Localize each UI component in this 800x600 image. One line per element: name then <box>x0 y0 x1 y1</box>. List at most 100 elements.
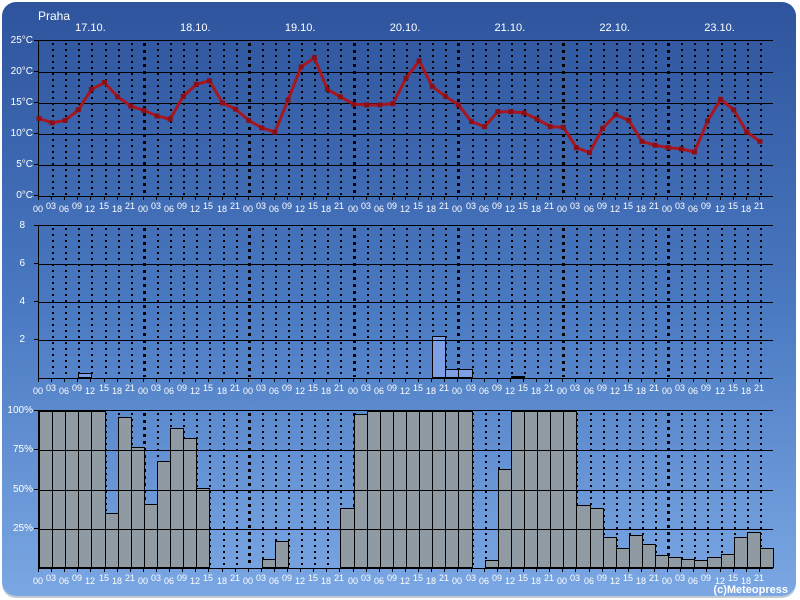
x-axis-tick <box>471 568 472 572</box>
x-axis-tick <box>182 196 183 200</box>
temperature-point <box>678 146 684 152</box>
cloudiness-bar <box>655 555 669 568</box>
hour-label: 00 <box>661 204 672 214</box>
x-axis-tick <box>733 196 734 200</box>
hour-label: 06 <box>58 204 69 214</box>
hour-label: 15 <box>517 201 528 211</box>
x-axis-tick <box>274 568 275 572</box>
cloudiness-bar <box>576 505 591 568</box>
hour-label: 03 <box>360 573 371 583</box>
hour-label: 21 <box>543 201 554 211</box>
hour-label: 03 <box>569 383 580 393</box>
precipitation-bar <box>432 336 446 378</box>
y-axis-tick <box>34 133 38 134</box>
temperature-point <box>285 97 291 103</box>
hour-label: 12 <box>504 386 515 396</box>
temperature-point <box>351 101 357 107</box>
x-axis-tick <box>392 196 393 200</box>
temperature-point <box>154 113 160 119</box>
hour-label: 09 <box>700 201 711 211</box>
x-axis-tick <box>104 378 105 382</box>
hour-label: 21 <box>229 201 240 211</box>
x-axis-tick <box>208 568 209 572</box>
x-axis-tick <box>117 568 118 572</box>
x-axis-tick <box>261 196 262 200</box>
x-axis-tick <box>208 378 209 382</box>
x-axis-tick <box>339 378 340 382</box>
hour-label: 00 <box>32 576 43 586</box>
x-axis-tick <box>654 378 655 382</box>
h-gridline <box>39 529 773 530</box>
x-axis-tick <box>733 568 734 572</box>
hour-label: 03 <box>255 573 266 583</box>
hour-label: 06 <box>687 386 698 396</box>
y-axis-tick <box>34 449 38 450</box>
x-axis-tick <box>720 196 721 200</box>
x-axis-tick <box>117 378 118 382</box>
y-axis-tick <box>34 71 38 72</box>
x-axis-tick <box>353 378 354 382</box>
cloudiness-bar <box>196 488 210 568</box>
x-axis-tick <box>287 378 288 382</box>
hour-label: 09 <box>386 383 397 393</box>
hour-label: 15 <box>517 573 528 583</box>
x-axis-tick <box>654 196 655 200</box>
hour-label: 15 <box>622 201 633 211</box>
x-axis-tick <box>326 378 327 382</box>
hour-label: 06 <box>268 576 279 586</box>
x-axis-tick <box>680 378 681 382</box>
cloudiness-bar <box>170 428 184 568</box>
hour-label: 15 <box>412 383 423 393</box>
hour-label: 21 <box>229 383 240 393</box>
hour-label: 21 <box>753 573 764 583</box>
x-axis-tick <box>339 568 340 572</box>
x-axis-tick <box>457 568 458 572</box>
x-axis-tick <box>418 196 419 200</box>
temperature-point <box>206 78 212 84</box>
hour-label: 03 <box>465 383 476 393</box>
temperature-point <box>705 118 710 124</box>
h-gridline <box>39 72 773 73</box>
x-axis-tick <box>64 378 65 382</box>
temperature-point <box>390 101 396 107</box>
x-axis-tick <box>720 568 721 572</box>
hour-label: 15 <box>98 201 109 211</box>
cloudiness-bar <box>183 438 197 568</box>
y-axis-tick <box>34 339 38 340</box>
x-axis-tick <box>156 568 157 572</box>
hour-label: 12 <box>714 576 725 586</box>
grid-column <box>222 43 225 195</box>
hour-label: 00 <box>451 386 462 396</box>
hour-label: 12 <box>189 204 200 214</box>
grid-column <box>392 43 395 195</box>
grid-column <box>720 43 723 195</box>
grid-column <box>314 43 317 195</box>
cloudiness-bar <box>498 469 512 568</box>
hour-label: 18 <box>425 386 436 396</box>
cloudiness-bar <box>340 508 355 568</box>
hour-label: 21 <box>438 383 449 393</box>
temperature-plot-area <box>36 40 773 197</box>
x-axis-tick <box>261 378 262 382</box>
grid-column <box>694 43 697 195</box>
x-axis-tick <box>523 196 524 200</box>
hour-label: 03 <box>45 201 56 211</box>
hour-label: 03 <box>465 573 476 583</box>
x-axis-tick <box>51 568 52 572</box>
y-tick-label: 25% <box>12 523 33 534</box>
hour-label: 06 <box>163 576 174 586</box>
x-axis-tick <box>90 378 91 382</box>
y-tick-label: 8 <box>19 220 25 231</box>
x-axis-tick <box>562 568 563 572</box>
x-axis-tick <box>300 378 301 382</box>
temperature-point <box>311 55 317 61</box>
x-axis-tick <box>379 196 380 200</box>
hour-label: 06 <box>58 576 69 586</box>
x-axis-tick <box>589 568 590 572</box>
day-label: 22.10. <box>599 22 630 34</box>
hour-label: 12 <box>399 204 410 214</box>
precipitation-bar <box>511 376 525 378</box>
hour-label: 09 <box>176 573 187 583</box>
temperature-point <box>115 94 121 100</box>
